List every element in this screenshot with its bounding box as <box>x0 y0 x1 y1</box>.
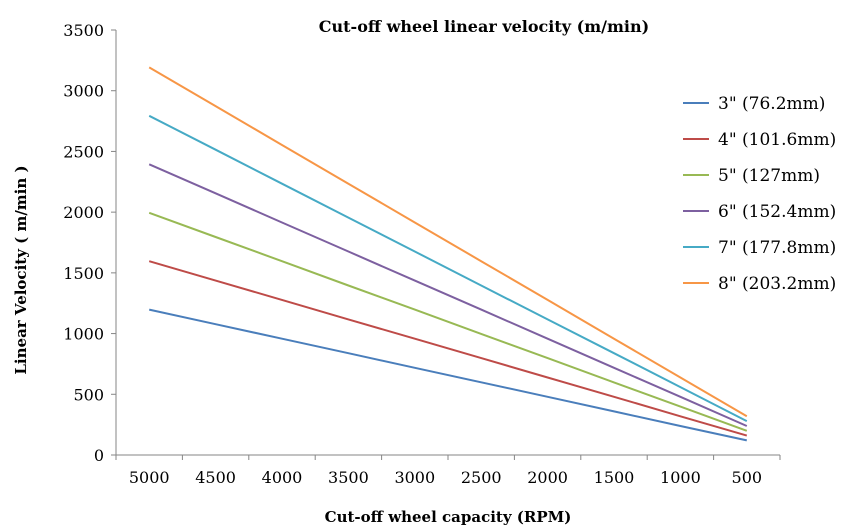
x-tick-label: 2500 <box>461 468 502 487</box>
x-tick-label: 1500 <box>594 468 635 487</box>
y-axis-ticks: 0 500 1000 1500 2000 2500 3000 3500 <box>63 21 116 465</box>
legend-label: 4" (101.6mm) <box>718 130 836 150</box>
y-axis-title: Linear Velocity ( m/min ) <box>12 165 30 374</box>
x-tick-label: 3500 <box>328 468 369 487</box>
legend-label: 6" (152.4mm) <box>718 202 836 222</box>
legend-label: 5" (127mm) <box>718 166 820 186</box>
series-line <box>148 66 748 418</box>
y-tick-label: 1500 <box>63 264 104 283</box>
x-axis-title: Cut-off wheel capacity (RPM) <box>325 508 572 526</box>
series-line <box>148 308 748 442</box>
legend-label: 7" (177.8mm) <box>718 238 836 258</box>
series-line <box>148 260 748 437</box>
plot-series <box>148 66 748 442</box>
series-line <box>148 211 748 432</box>
x-tick-label: 3000 <box>394 468 435 487</box>
y-tick-label: 2000 <box>63 203 104 222</box>
series-line <box>148 114 748 422</box>
y-tick-label: 500 <box>73 385 104 404</box>
y-tick-label: 2500 <box>63 142 104 161</box>
y-tick-label: 3500 <box>63 21 104 40</box>
x-tick-label: 4000 <box>262 468 303 487</box>
legend-label: 3" (76.2mm) <box>718 94 825 114</box>
y-tick-label: 0 <box>94 446 104 465</box>
chart-title: Cut-off wheel linear velocity (m/min) <box>319 17 649 36</box>
x-tick-label: 4500 <box>195 468 236 487</box>
x-tick-label: 500 <box>732 468 763 487</box>
series-line <box>148 163 748 427</box>
x-axis-ticks: 5000 4500 4000 3500 3000 2500 2000 1500 1000 500 <box>115 455 781 487</box>
legend-label: 8" (203.2mm) <box>718 274 836 294</box>
x-tick-label: 5000 <box>129 468 170 487</box>
y-tick-label: 1000 <box>63 325 104 344</box>
legend: 3" (76.2mm) 4" (101.6mm) 5" (127mm) 6" (152… <box>683 94 836 294</box>
y-tick-label: 3000 <box>63 82 104 101</box>
x-tick-label: 1000 <box>660 468 701 487</box>
x-tick-label: 2000 <box>527 468 568 487</box>
